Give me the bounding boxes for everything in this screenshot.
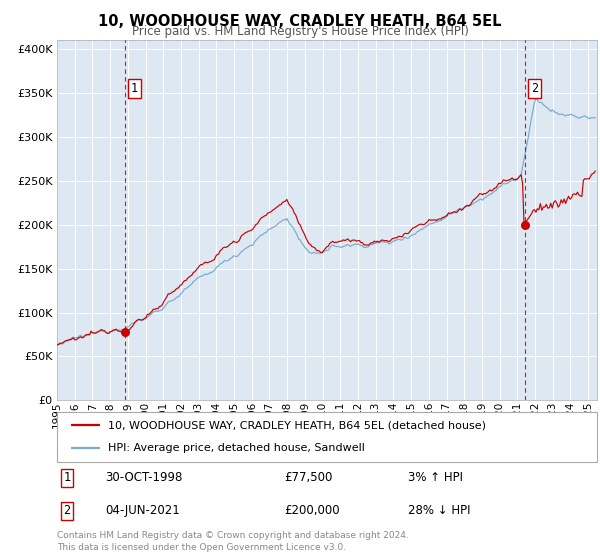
Text: 2: 2: [531, 82, 538, 95]
Text: Contains HM Land Registry data © Crown copyright and database right 2024.
This d: Contains HM Land Registry data © Crown c…: [57, 531, 409, 552]
Text: £77,500: £77,500: [284, 471, 332, 484]
Text: 28% ↓ HPI: 28% ↓ HPI: [408, 504, 470, 517]
Text: 10, WOODHOUSE WAY, CRADLEY HEATH, B64 5EL: 10, WOODHOUSE WAY, CRADLEY HEATH, B64 5E…: [98, 14, 502, 29]
Text: 3% ↑ HPI: 3% ↑ HPI: [408, 471, 463, 484]
FancyBboxPatch shape: [57, 412, 597, 462]
Text: 30-OCT-1998: 30-OCT-1998: [106, 471, 183, 484]
Text: 2: 2: [63, 504, 70, 517]
Text: 04-JUN-2021: 04-JUN-2021: [106, 504, 181, 517]
Text: 1: 1: [63, 471, 70, 484]
Text: HPI: Average price, detached house, Sandwell: HPI: Average price, detached house, Sand…: [108, 444, 365, 454]
Text: Price paid vs. HM Land Registry's House Price Index (HPI): Price paid vs. HM Land Registry's House …: [131, 25, 469, 38]
Text: £200,000: £200,000: [284, 504, 340, 517]
Text: 10, WOODHOUSE WAY, CRADLEY HEATH, B64 5EL (detached house): 10, WOODHOUSE WAY, CRADLEY HEATH, B64 5E…: [108, 420, 487, 430]
Text: 1: 1: [131, 82, 138, 95]
